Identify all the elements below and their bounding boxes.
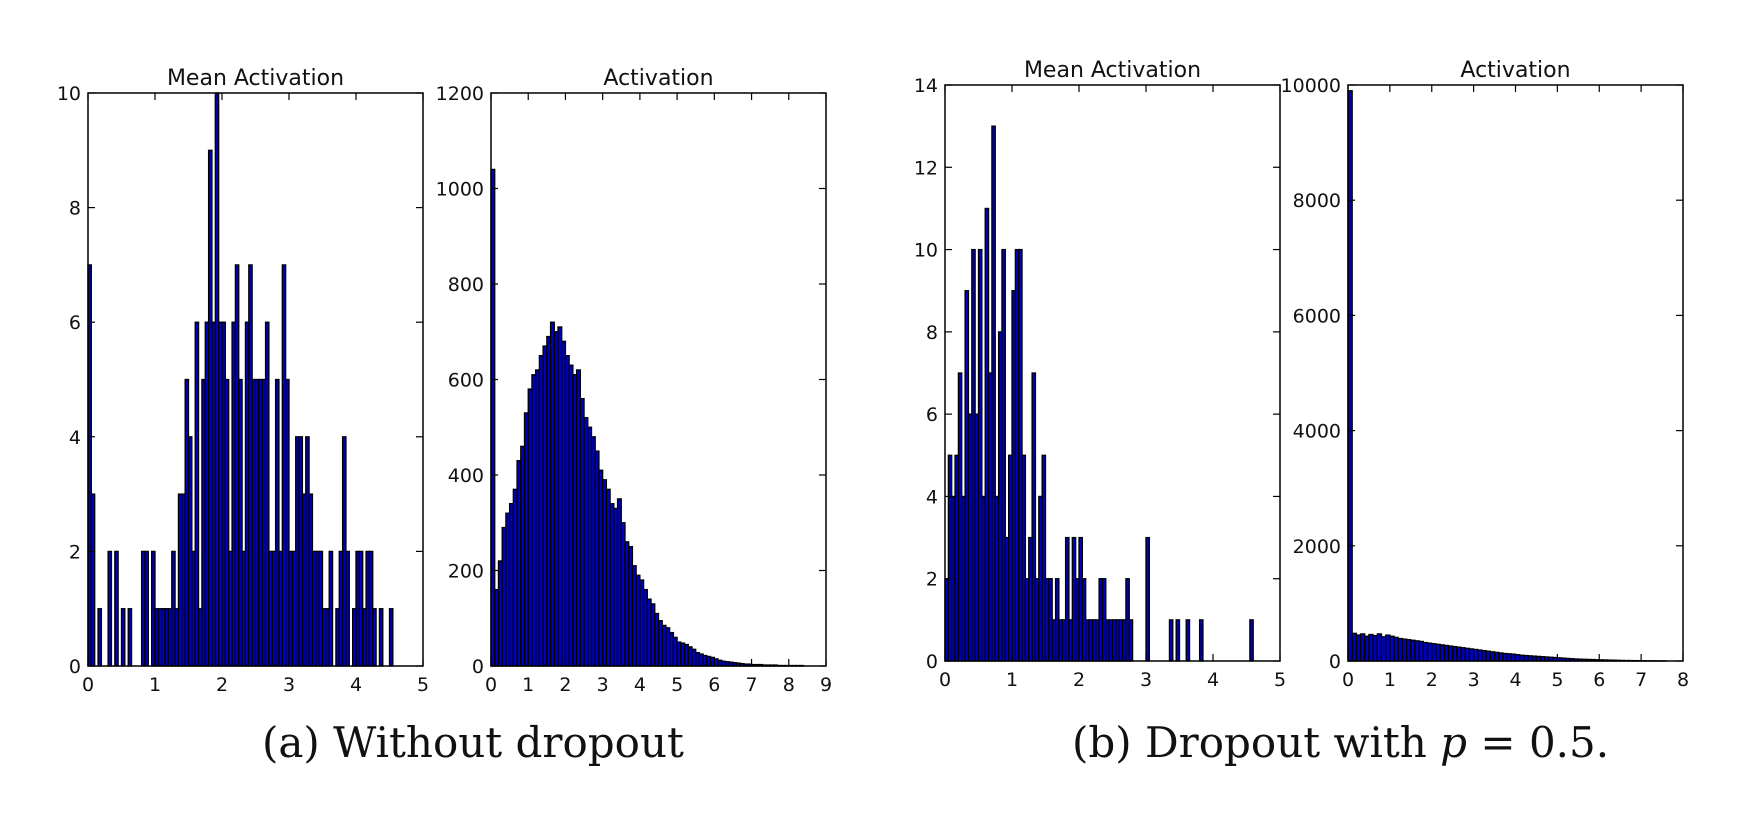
x-tick-label: 4 — [350, 674, 362, 696]
panel-a-mean-activation: 0 1 2 3 4 5 0 2 4 6 8 10 Mean Activation — [57, 66, 429, 696]
panel-b-activation: 0 1 2 3 4 5 6 7 8 0 2000 4000 6000 8000 10000 Activatio… — [1281, 58, 1690, 691]
x-tick-label: 4 — [1207, 669, 1219, 691]
y-tick-label: 6 — [926, 404, 938, 426]
x-tick-label: 3 — [1468, 669, 1480, 691]
x-tick-label: 1 — [149, 674, 161, 696]
y-tick-label: 600 — [448, 370, 484, 392]
histogram-bar — [345, 550, 350, 667]
chart-title: Activation — [603, 66, 713, 91]
x-tick-label: 3 — [1140, 669, 1152, 691]
y-tick-label: 0 — [926, 651, 938, 673]
x-tick-label: 3 — [283, 674, 295, 696]
y-tick-label: 2 — [926, 569, 938, 591]
x-tick-label: 9 — [820, 674, 832, 696]
x-tick-label: 5 — [417, 674, 429, 696]
y-tick-label: 6 — [69, 312, 81, 334]
caption-b-variable: p — [1440, 718, 1468, 767]
y-tick-label: 1200 — [436, 83, 484, 105]
histogram-bar — [1249, 619, 1254, 662]
histogram-bar — [1168, 619, 1174, 662]
y-tick-label: 8000 — [1293, 190, 1341, 212]
x-tick-label: 5 — [1551, 669, 1563, 691]
x-tick-label: 5 — [1274, 669, 1286, 691]
x-tick-label: 0 — [939, 669, 951, 691]
x-tick-label: 5 — [671, 674, 683, 696]
y-tick-label: 0 — [1329, 651, 1341, 673]
x-tick-label: 8 — [1677, 669, 1689, 691]
y-tick-label: 2000 — [1293, 536, 1341, 558]
y-tick-label: 10000 — [1281, 75, 1341, 97]
histogram-bar — [1185, 619, 1191, 662]
y-tick-label: 14 — [914, 75, 938, 97]
histogram-bar — [388, 608, 394, 667]
panel-a-activation: 0 1 2 3 4 5 6 7 8 9 0 200 400 600 800 1000 1200 Activatio… — [436, 66, 832, 696]
histogram-bar — [90, 493, 96, 667]
histogram-bar — [378, 608, 384, 667]
y-tick-label: 1000 — [436, 179, 484, 201]
chart-title: Mean Activation — [1024, 58, 1201, 83]
x-tick-label: 7 — [1635, 669, 1647, 691]
x-tick-label: 6 — [708, 674, 720, 696]
histogram-bar — [1175, 619, 1181, 662]
x-tick-label: 7 — [746, 674, 758, 696]
y-tick-label: 10 — [914, 240, 938, 262]
axes-frame — [944, 84, 1281, 662]
histogram-bar — [107, 550, 113, 667]
x-tick-label: 1 — [522, 674, 534, 696]
y-tick-label: 4000 — [1293, 421, 1341, 443]
x-tick-label: 0 — [82, 674, 94, 696]
axes-frame — [87, 92, 424, 667]
x-tick-label: 1 — [1006, 669, 1018, 691]
y-tick-label: 400 — [448, 465, 484, 487]
y-tick-label: 6000 — [1293, 305, 1341, 327]
y-tick-label: 800 — [448, 274, 484, 296]
y-tick-label: 12 — [914, 157, 938, 179]
histogram-bar — [127, 608, 133, 667]
chart-title: Activation — [1460, 58, 1570, 83]
x-tick-label: 8 — [783, 674, 795, 696]
x-tick-label: 2 — [1073, 669, 1085, 691]
x-tick-label: 3 — [597, 674, 609, 696]
y-tick-label: 200 — [448, 561, 484, 583]
histogram-bar — [1198, 619, 1204, 662]
x-tick-label: 2 — [216, 674, 228, 696]
caption-b-suffix: = 0.5. — [1467, 718, 1610, 767]
histogram-bar — [144, 550, 149, 667]
caption-b: (b) Dropout with p = 0.5. — [1072, 718, 1609, 767]
histogram-bar — [1128, 619, 1134, 662]
histogram-bar — [328, 550, 334, 667]
y-tick-label: 10 — [57, 83, 81, 105]
histogram-bar — [114, 550, 119, 667]
chart-title: Mean Activation — [167, 66, 344, 91]
x-tick-label: 6 — [1593, 669, 1605, 691]
y-tick-label: 2 — [69, 541, 81, 563]
histogram-bar — [1145, 536, 1150, 662]
caption-a: (a) Without dropout — [262, 718, 684, 767]
y-tick-label: 0 — [69, 656, 81, 678]
histogram-bar — [372, 608, 377, 667]
axes-frame — [1347, 84, 1684, 662]
x-tick-label: 2 — [1426, 669, 1438, 691]
x-tick-label: 0 — [485, 674, 497, 696]
y-tick-label: 4 — [926, 486, 938, 508]
y-tick-label: 8 — [926, 322, 938, 344]
x-tick-label: 1 — [1384, 669, 1396, 691]
y-tick-label: 0 — [472, 656, 484, 678]
caption-b-prefix: (b) Dropout with — [1072, 718, 1441, 767]
x-tick-label: 4 — [1509, 669, 1521, 691]
x-tick-label: 0 — [1342, 669, 1354, 691]
histogram-bar — [97, 608, 103, 667]
y-tick-label: 4 — [69, 427, 81, 449]
x-tick-label: 2 — [559, 674, 571, 696]
x-tick-label: 4 — [634, 674, 646, 696]
y-tick-label: 8 — [69, 198, 81, 220]
histogram-bar — [120, 608, 126, 667]
